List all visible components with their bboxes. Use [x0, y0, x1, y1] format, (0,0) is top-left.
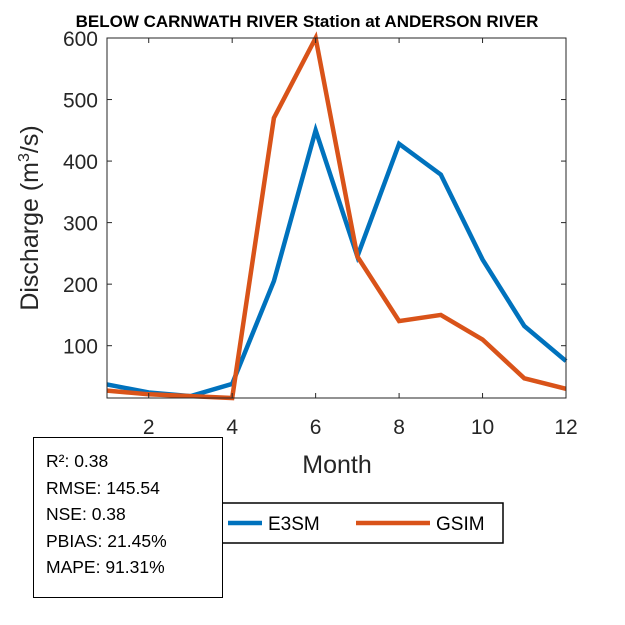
legend-label-e3sm: E3SM	[268, 514, 320, 535]
y-axis-label-superscript: 3	[16, 153, 33, 162]
y-tick-label-100: 100	[63, 336, 98, 359]
metric-rmse: RMSE: 145.54	[46, 477, 160, 498]
metrics-box: R²: 0.38 RMSE: 145.54 NSE: 0.38 PBIAS: 2…	[33, 437, 223, 598]
legend: E3SM GSIM	[219, 502, 504, 544]
y-tick-label-600: 600	[63, 28, 98, 51]
x-tick-label-12: 12	[554, 416, 577, 439]
metric-pbias: PBIAS: 21.45%	[46, 530, 167, 551]
x-tick-label-4: 4	[226, 416, 238, 439]
y-tick-label-500: 500	[63, 90, 98, 113]
y-tick-label-400: 400	[63, 151, 98, 174]
chart-title: BELOW CARNWATH RIVER Station at ANDERSON…	[76, 12, 539, 31]
series-line-e3sm	[106, 122, 568, 399]
x-axis-label: Month	[302, 451, 371, 479]
metric-r2: R²: 0.38	[46, 451, 109, 471]
x-tick-label-10: 10	[471, 416, 494, 439]
x-tick-label-6: 6	[310, 416, 322, 439]
metric-nse: NSE: 0.38	[46, 504, 126, 524]
x-tick-label-8: 8	[393, 416, 405, 439]
metric-mape: MAPE: 91.31%	[46, 557, 165, 577]
y-axis-label: Discharge (m3/s)	[16, 125, 44, 310]
axes-box	[106, 37, 567, 399]
y-tick-label-200: 200	[63, 274, 98, 297]
x-tick-label-2: 2	[143, 416, 155, 439]
y-axis-label-end: /s)	[16, 125, 44, 153]
plot-area: 2 4 6 8 10 12 100 200 300 400 500 600	[63, 28, 578, 439]
legend-label-gsim: GSIM	[436, 514, 485, 535]
y-tick-label-300: 300	[63, 213, 98, 236]
series-line-gsim	[106, 31, 567, 401]
y-axis-label-main: Discharge (m	[16, 162, 44, 311]
